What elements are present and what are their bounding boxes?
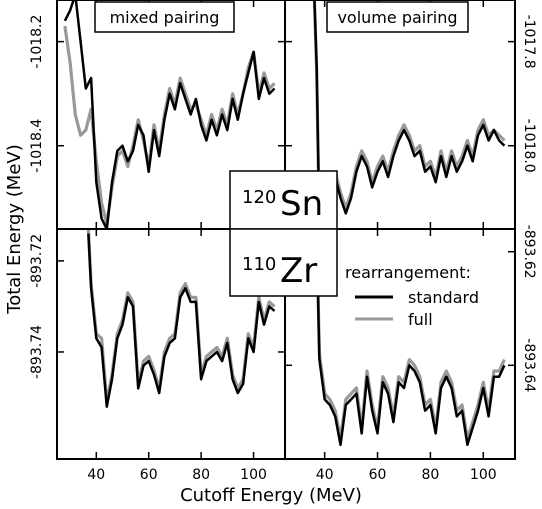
panel-bottom-left bbox=[86, 229, 276, 408]
series-line-standard bbox=[63, 0, 276, 229]
x-tick-label: 60 bbox=[140, 467, 158, 483]
nucleus-label-box bbox=[229, 228, 338, 297]
x-axis-title: Cutoff Energy (MeV) bbox=[180, 485, 362, 506]
nucleus-label-box bbox=[229, 170, 338, 230]
x-tick-label: 80 bbox=[192, 467, 210, 483]
panel-frame bbox=[284, 228, 516, 460]
y-tick-label: -1018.4 bbox=[29, 119, 45, 173]
y-tick-label: -893.62 bbox=[521, 225, 537, 279]
legend-label-full: full bbox=[408, 310, 433, 329]
panel-bottom-right bbox=[315, 229, 506, 447]
x-tick-label: 100 bbox=[470, 467, 497, 483]
series-line-full bbox=[312, 0, 506, 229]
legend-label-standard: standard bbox=[408, 288, 479, 307]
overlay-layer: Cutoff Energy (MeV) Total Energy (MeV) mix… bbox=[4, 1, 502, 506]
x-tick-label: 80 bbox=[421, 467, 439, 483]
y-tick-label: -893.74 bbox=[29, 325, 45, 379]
nucleus-symbol: Zr bbox=[280, 251, 317, 291]
y-tick-label: -1018.0 bbox=[521, 119, 537, 173]
series-line-standard bbox=[315, 234, 506, 447]
x-tick-label: 100 bbox=[240, 467, 267, 483]
nucleus-symbol: Sn bbox=[280, 184, 323, 224]
panel-title-box bbox=[326, 1, 469, 33]
tick-layer: -1018.2 -1018.4 -1017.8 -1018.0 40 60 80 100 -89… bbox=[29, 0, 537, 483]
y-tick-label: -893.72 bbox=[29, 234, 45, 288]
series-line-full bbox=[315, 229, 506, 441]
y-tick-label: -893.64 bbox=[521, 338, 537, 392]
panel-title: volume pairing bbox=[337, 8, 457, 27]
series-line-standard bbox=[313, 0, 506, 229]
frame-layer bbox=[56, 0, 516, 460]
legend-title: rearrangement: bbox=[345, 263, 471, 282]
nucleus-mass-number: 110 bbox=[242, 254, 276, 275]
panel-top-left bbox=[63, 0, 276, 229]
y-axis-title: Total Energy (MeV) bbox=[4, 144, 25, 314]
panel-title: mixed pairing bbox=[110, 8, 220, 27]
plot-layer bbox=[63, 0, 506, 447]
x-tick-label: 40 bbox=[87, 467, 105, 483]
x-tick-label: 40 bbox=[316, 467, 334, 483]
panel-top-right bbox=[312, 0, 506, 229]
x-tick-label: 60 bbox=[369, 467, 387, 483]
y-tick-label: -1018.2 bbox=[29, 15, 45, 69]
y-tick-label: -1017.8 bbox=[521, 15, 537, 69]
panel-title-box bbox=[94, 1, 235, 33]
nucleus-mass-number: 120 bbox=[242, 187, 276, 208]
series-line-standard bbox=[87, 233, 276, 408]
